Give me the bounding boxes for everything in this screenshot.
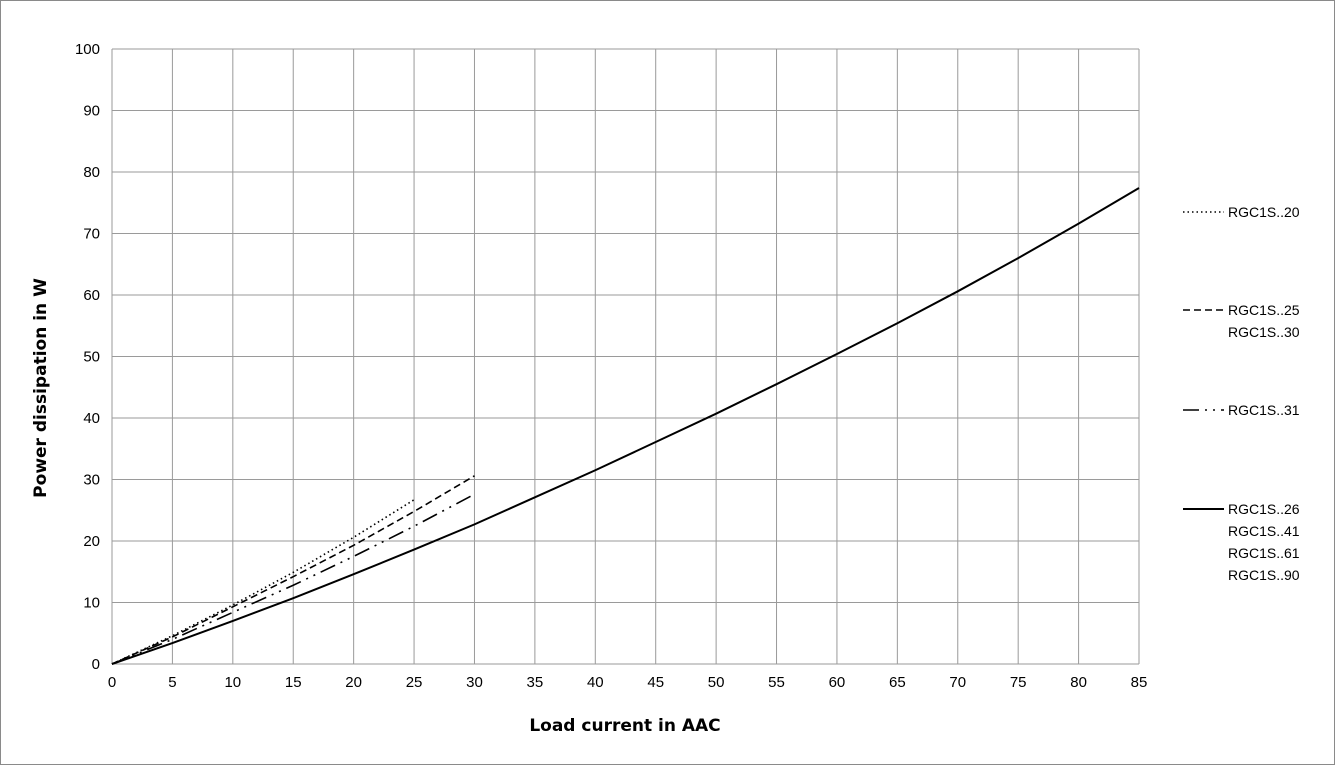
legend-label: RGC1S..26 [1228,501,1300,517]
y-tick-label: 50 [83,349,100,366]
x-tick-label: 60 [829,674,846,691]
x-tick-label: 85 [1131,674,1148,691]
x-tick-label: 45 [647,674,664,691]
legend-label: RGC1S..25 [1228,302,1300,318]
x-tick-label: 20 [345,674,362,691]
series-line-dotted [111,499,415,665]
x-tick-label: 70 [949,674,966,691]
y-tick-label: 80 [83,164,100,181]
x-tick-label: 80 [1070,674,1087,691]
legend-label: RGC1S..20 [1228,204,1300,220]
gridlines [111,48,1140,665]
series-line-dash-dot-dot [111,493,475,665]
y-tick-label: 30 [83,472,100,489]
x-tick-label: 5 [168,674,176,691]
x-tick-label: 75 [1010,674,1027,691]
x-tick-label: 50 [708,674,725,691]
x-tick-label: 30 [466,674,483,691]
y-tick-label: 70 [83,226,100,243]
x-axis-title: Load current in AAC [529,716,720,736]
y-tick-label: 90 [83,103,100,120]
y-tick-label: 0 [92,656,100,673]
x-tick-label: 40 [587,674,604,691]
y-tick-label: 100 [75,41,100,58]
legend-label: RGC1S..41 [1228,523,1300,539]
legend-label: RGC1S..30 [1228,324,1300,340]
x-tick-label: 15 [285,674,302,691]
x-tick-label: 25 [406,674,423,691]
y-tick-label: 60 [83,287,100,304]
legend: RGC1S..20 RGC1S..25 RGC1S..30 RGC1S..31 RGC1… [1183,204,1300,583]
legend-label: RGC1S..90 [1228,567,1300,583]
y-axis-title: Power dissipation in W [31,278,51,498]
series-line-solid [111,187,1140,665]
x-tick-label: 35 [527,674,544,691]
y-tick-label: 10 [83,595,100,612]
y-tick-label: 40 [83,410,100,427]
y-tick-label: 20 [83,533,100,550]
series-line-dashed [111,475,475,665]
x-tick-label: 55 [768,674,785,691]
legend-label: RGC1S..31 [1228,402,1300,418]
x-tick-label: 10 [224,674,241,691]
x-tick-label: 65 [889,674,906,691]
tick-labels: 0 5 10 15 20 25 30 35 40 45 50 55 60 65 70 75 80 85 0 10 20 3… [75,41,1147,691]
series-lines [111,187,1140,665]
x-tick-label: 0 [108,674,116,691]
legend-label: RGC1S..61 [1228,545,1300,561]
